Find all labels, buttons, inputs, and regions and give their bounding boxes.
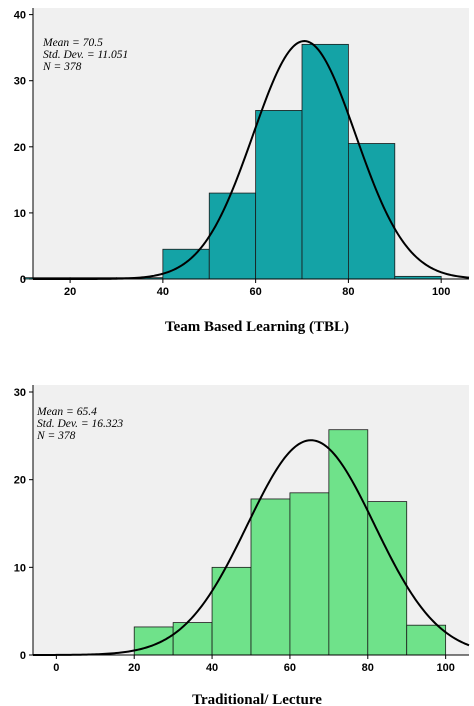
y-tick-label: 10 [14, 208, 26, 220]
x-tick-label: 20 [64, 286, 76, 298]
stats-annotation: N = 378 [42, 61, 82, 73]
y-tick-label: 30 [14, 76, 26, 88]
y-tick-label: 10 [14, 562, 26, 574]
histogram-bar [328, 429, 369, 656]
stats-annotation: Std. Dev. = 16.323 [37, 418, 123, 430]
histogram-bar [208, 192, 257, 280]
x-tick-label: 40 [206, 662, 218, 674]
histogram-bar [172, 622, 213, 656]
x-tick-label: 80 [362, 662, 374, 674]
x-axis-title: Traditional/ Lecture [192, 692, 322, 706]
histogram-bar [348, 143, 396, 280]
histogram-bar [162, 248, 210, 280]
x-tick-label: 60 [250, 286, 262, 298]
histogram-bar [133, 626, 174, 656]
histogram-bar [406, 624, 447, 656]
y-tick-label: 0 [20, 274, 26, 286]
histogram-bar [289, 492, 330, 656]
stats-annotation: Mean = 70.5 [42, 37, 103, 49]
y-tick-label: 20 [14, 475, 26, 487]
x-tick-label: 100 [436, 662, 454, 674]
y-tick-label: 20 [14, 142, 26, 154]
stats-annotation: Mean = 65.4 [36, 406, 97, 418]
x-tick-label: 100 [432, 286, 450, 298]
stats-annotation: N = 378 [36, 430, 76, 442]
stats-annotation: Std. Dev. = 11.051 [43, 49, 128, 61]
x-tick-label: 80 [342, 286, 354, 298]
x-axis-title: Team Based Learning (TBL) [165, 319, 349, 335]
histogram-bar [250, 498, 291, 656]
x-tick-label: 40 [157, 286, 169, 298]
y-tick-label: 0 [20, 650, 26, 662]
histogram-bar [367, 501, 408, 656]
normal-curve [33, 439, 470, 656]
x-tick-label: 20 [128, 662, 140, 674]
y-tick-label: 40 [14, 10, 26, 22]
x-tick-label: 0 [53, 662, 59, 674]
y-tick-label: 30 [14, 387, 26, 399]
histogram-bar [301, 43, 349, 280]
x-tick-label: 60 [284, 662, 296, 674]
histogram-bar [255, 110, 303, 280]
